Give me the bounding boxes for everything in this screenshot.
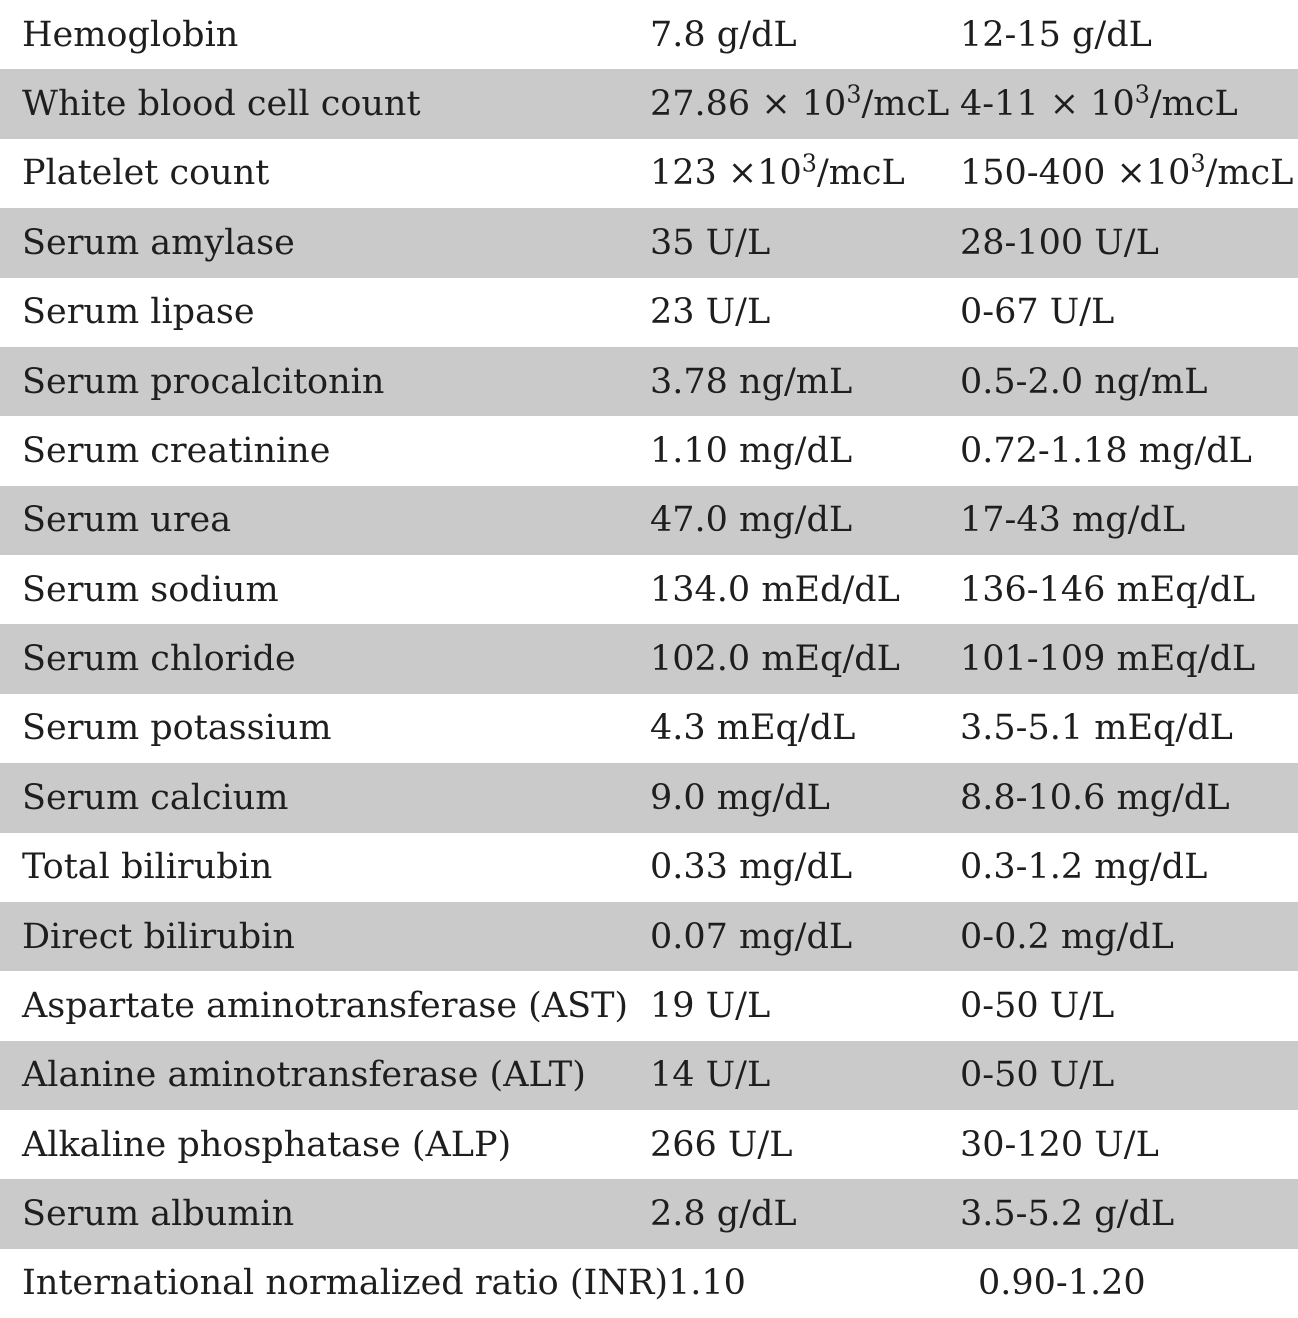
table-row: Serum chloride 102.0 mEq/dL 101-109 mEq/dL	[0, 624, 1298, 694]
reference-range-cell: 136-146 mEq/dL	[960, 569, 1256, 610]
reference-range-cell: 0-0.2 mg/dL	[960, 916, 1174, 957]
result-value-cell: 19 U/L	[650, 985, 771, 1026]
test-name-cell: Aspartate aminotransferase (AST)	[22, 985, 629, 1026]
result-value-cell: 7.8 g/dL	[650, 14, 797, 55]
test-name-cell: Serum procalcitonin	[22, 361, 385, 402]
result-value-cell: 27.86 × 103/mcL	[650, 80, 950, 125]
result-value-cell: 3.78 ng/mL	[650, 361, 853, 402]
result-value-cell: 35 U/L	[650, 222, 771, 263]
reference-range-cell: 12-15 g/dL	[960, 14, 1152, 55]
test-name-cell: Serum potassium	[22, 708, 332, 749]
reference-range-cell: 0-50 U/L	[960, 985, 1115, 1026]
test-name-cell: Serum sodium	[22, 569, 279, 610]
table-row: Direct bilirubin 0.07 mg/dL 0-0.2 mg/dL	[0, 901, 1298, 972]
table-row: Aspartate aminotransferase (AST) 19 U/L 0-…	[0, 971, 1298, 1040]
result-value-cell: 1.10 mg/dL	[650, 430, 853, 471]
result-value-cell: 23 U/L	[650, 292, 771, 333]
table-row: Serum urea 47.0 mg/dL 17-43 mg/dL	[0, 485, 1298, 555]
test-name-cell: Serum lipase	[22, 292, 255, 333]
table-row: Alanine aminotransferase (ALT) 14 U/L 0-50…	[0, 1040, 1298, 1110]
test-name-cell: Serum calcium	[22, 777, 289, 818]
test-name-cell: Direct bilirubin	[22, 916, 295, 957]
reference-range-cell: 3.5-5.2 g/dL	[960, 1194, 1175, 1235]
result-value-cell: 2.8 g/dL	[650, 1194, 797, 1235]
table-row: Platelet count 123 ×103/mcL 150-400 ×103/m…	[0, 139, 1298, 208]
result-value-cell: 0.33 mg/dL	[650, 847, 853, 888]
test-name-cell: Serum chloride	[22, 639, 296, 680]
table-row: Serum sodium 134.0 mEd/dL 136-146 mEq/dL	[0, 555, 1298, 624]
reference-range-cell: 28-100 U/L	[960, 222, 1159, 263]
reference-range-cell: 0-50 U/L	[960, 1055, 1115, 1096]
table-row: Serum calcium 9.0 mg/dL 8.8-10.6 mg/dL	[0, 763, 1298, 833]
table-row: Serum albumin 2.8 g/dL 3.5-5.2 g/dL	[0, 1179, 1298, 1249]
result-value-cell: 9.0 mg/dL	[650, 777, 830, 818]
test-name-cell: International normalized ratio (INR)	[22, 1263, 668, 1304]
result-value-cell: 123 ×103/mcL	[650, 149, 905, 194]
reference-range-cell: 0.5-2.0 ng/mL	[960, 361, 1208, 402]
reference-range-cell: 0.90-1.20	[977, 1263, 1146, 1304]
table-row: Serum procalcitonin 3.78 ng/mL 0.5-2.0 ng/…	[0, 346, 1298, 417]
test-name-cell: Alkaline phosphatase (ALP)	[22, 1124, 512, 1165]
test-name-cell: Serum amylase	[22, 222, 295, 263]
result-value-cell: 266 U/L	[650, 1124, 793, 1165]
table-row: Serum creatinine 1.10 mg/dL 0.72-1.18 mg/d…	[0, 416, 1298, 485]
reference-range-cell: 17-43 mg/dL	[960, 500, 1186, 541]
result-value-cell: 0.07 mg/dL	[650, 916, 853, 957]
reference-range-cell: 30-120 U/L	[960, 1124, 1159, 1165]
test-name-cell: Serum creatinine	[22, 430, 331, 471]
test-name-cell: Serum urea	[22, 500, 232, 541]
reference-range-cell: 8.8-10.6 mg/dL	[960, 777, 1230, 818]
result-value-cell: 47.0 mg/dL	[650, 500, 853, 541]
table-row: White blood cell count 27.86 × 103/mcL 4-1…	[0, 69, 1298, 139]
test-name-cell: Hemoglobin	[22, 14, 239, 55]
table-row: Serum potassium 4.3 mEq/dL 3.5-5.1 mEq/dL	[0, 694, 1298, 763]
result-value-cell: 1.10	[667, 1263, 746, 1304]
result-value-cell: 14 U/L	[650, 1055, 771, 1096]
reference-range-cell: 0-67 U/L	[960, 292, 1115, 333]
table-row: Hemoglobin 7.8 g/dL 12-15 g/dL	[0, 0, 1298, 69]
table-row: Serum amylase 35 U/L 28-100 U/L	[0, 208, 1298, 278]
result-value-cell: 134.0 mEd/dL	[650, 569, 900, 610]
table-row: Serum lipase 23 U/L 0-67 U/L	[0, 278, 1298, 347]
reference-range-cell: 150-400 ×103/mcL	[960, 149, 1294, 194]
reference-range-cell: 4-11 × 103/mcL	[960, 80, 1238, 125]
table-row: International normalized ratio (INR) 1.10…	[0, 1249, 1298, 1318]
test-name-cell: White blood cell count	[22, 84, 421, 125]
reference-range-cell: 3.5-5.1 mEq/dL	[960, 708, 1233, 749]
test-name-cell: Serum albumin	[22, 1194, 295, 1235]
reference-range-cell: 0.3-1.2 mg/dL	[960, 847, 1208, 888]
result-value-cell: 102.0 mEq/dL	[650, 639, 900, 680]
table-row: Alkaline phosphatase (ALP) 266 U/L 30-120 …	[0, 1110, 1298, 1179]
reference-range-cell: 101-109 mEq/dL	[960, 639, 1256, 680]
test-name-cell: Alanine aminotransferase (ALT)	[22, 1055, 586, 1096]
reference-range-cell: 0.72-1.18 mg/dL	[960, 430, 1252, 471]
test-name-cell: Total bilirubin	[22, 847, 273, 888]
table-row: Total bilirubin 0.33 mg/dL 0.3-1.2 mg/dL	[0, 833, 1298, 902]
test-name-cell: Platelet count	[22, 153, 270, 194]
result-value-cell: 4.3 mEq/dL	[650, 708, 856, 749]
